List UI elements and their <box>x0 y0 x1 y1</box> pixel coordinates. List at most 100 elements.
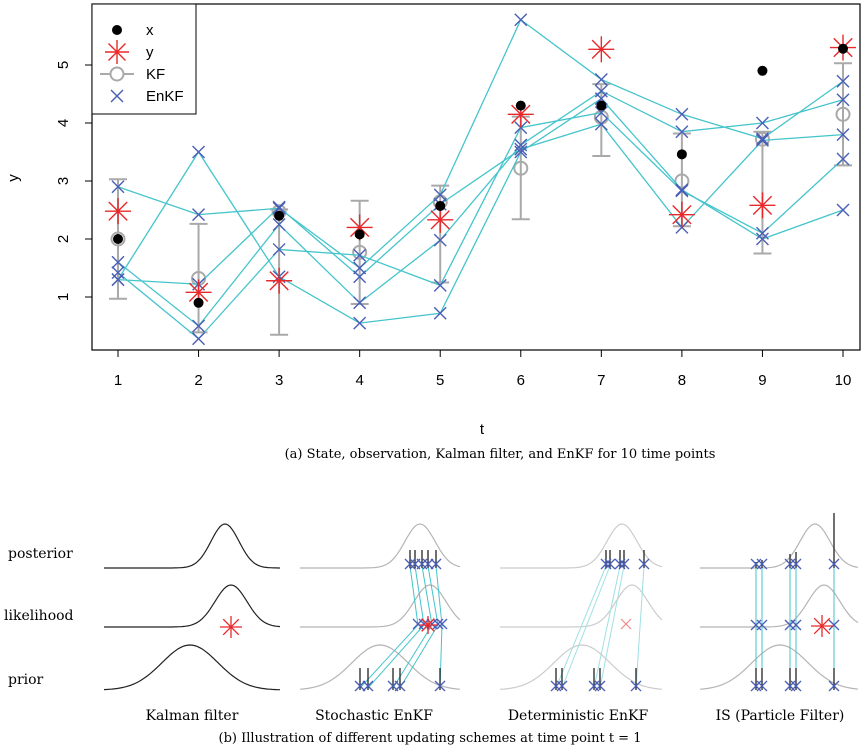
likelihood-particle <box>828 619 840 631</box>
star-stroke <box>752 195 773 216</box>
enkf-point <box>192 319 206 333</box>
legend-marker-kf <box>109 66 125 82</box>
ensemble-link <box>409 565 419 626</box>
star-stroke <box>591 39 612 60</box>
cross-stroke <box>514 142 528 156</box>
enkf-point <box>514 121 528 135</box>
cross-stroke <box>354 680 366 692</box>
y-tick-label: 4 <box>55 119 72 127</box>
enkf-point <box>755 232 769 246</box>
cross-stroke <box>755 116 769 130</box>
enkf-point <box>111 180 125 194</box>
cross-stroke <box>604 558 616 570</box>
panel-label-stochastic-enkf: Stochastic EnKF <box>315 708 433 724</box>
cross-stroke <box>514 121 528 135</box>
legend: xy KF EnKF <box>91 3 197 115</box>
cross-stroke <box>353 316 367 330</box>
kf-point <box>835 106 851 122</box>
cross-stroke <box>433 306 447 320</box>
enkf-point <box>675 183 689 197</box>
star-stroke <box>108 43 126 61</box>
cross-stroke <box>436 618 448 630</box>
enkf-point <box>433 188 447 202</box>
likelihood-density <box>300 584 461 628</box>
cross-stroke <box>514 145 528 159</box>
likelihood-ensemble-point <box>418 618 430 630</box>
prior-density <box>299 644 461 690</box>
enkf-point <box>433 306 447 320</box>
cross-stroke <box>353 296 367 310</box>
star-stroke <box>421 618 435 632</box>
cross-stroke <box>434 680 446 692</box>
likelihood-observation <box>811 615 833 637</box>
posterior-ensemble-point <box>614 558 626 570</box>
star-stroke <box>108 201 128 221</box>
star-stroke <box>188 282 209 303</box>
kf-point <box>352 244 368 260</box>
state-point <box>354 229 365 240</box>
posterior-ensemble-point <box>638 558 650 570</box>
enkf-point <box>836 152 850 166</box>
cross-stroke <box>756 619 768 631</box>
x-tick-label: 8 <box>678 372 686 389</box>
observation-point <box>749 192 776 219</box>
enkf-point <box>675 184 689 198</box>
enkf-point <box>433 278 447 292</box>
enkf-point <box>755 133 769 147</box>
cross-stroke <box>675 125 689 139</box>
observation-point <box>185 279 212 306</box>
cross-stroke <box>594 73 608 86</box>
likelihood-observation <box>620 618 632 630</box>
cross-stroke <box>192 319 206 333</box>
cross-stroke <box>828 558 840 570</box>
ensemble-link <box>635 565 645 689</box>
enkf-point <box>836 128 850 142</box>
likelihood-particle <box>756 619 768 631</box>
enkf-point <box>514 145 528 159</box>
enkf-point <box>353 296 367 310</box>
prior-ensemble-point <box>394 680 406 692</box>
y-tick-label: 1 <box>55 293 72 301</box>
x-tick-label: 4 <box>355 372 363 389</box>
cross-stroke <box>675 184 689 198</box>
panel-b-updating-schemes: posterior likelihood prior Kalman filter… <box>4 513 859 746</box>
star-stroke <box>430 210 450 230</box>
cross-stroke <box>111 273 125 287</box>
cross-stroke <box>828 619 840 631</box>
legend-label: y <box>146 44 154 61</box>
legend-label: KF <box>146 66 165 83</box>
enkf-point <box>514 138 528 152</box>
panel-label-particle-filter: IS (Particle Filter) <box>716 708 845 724</box>
cross-stroke <box>111 255 125 269</box>
enkf-point <box>675 107 689 121</box>
prior-ensemble-point <box>434 680 446 692</box>
posterior-density <box>300 523 461 569</box>
cross-stroke <box>675 183 689 197</box>
likelihood-density <box>500 584 663 628</box>
cross-stroke <box>422 558 434 570</box>
likelihood-particle <box>790 619 802 631</box>
cross-stroke <box>556 680 568 692</box>
cross-stroke <box>362 680 374 692</box>
cross-stroke <box>828 680 840 692</box>
state-point <box>193 297 204 308</box>
enkf-point <box>272 218 286 231</box>
cross-stroke <box>111 180 125 194</box>
ensemble-link <box>561 565 611 689</box>
cross-stroke <box>192 208 206 222</box>
posterior-ensemble-point <box>604 558 616 570</box>
posterior-ensemble-point <box>404 558 416 570</box>
observation-point <box>668 201 695 228</box>
observation-point <box>105 198 131 225</box>
axis-ticks: 1 2 3 4 5 6 7 8 9 10 1 2 3 4 5 <box>55 61 851 389</box>
cross-stroke <box>790 680 802 692</box>
likelihood-observation <box>220 616 242 638</box>
x-tick-label: 5 <box>436 372 444 389</box>
ensemble-link <box>435 565 443 626</box>
x-tick-label: 6 <box>517 372 525 389</box>
prior-ensemble-point <box>556 680 568 692</box>
cross-stroke <box>836 74 850 88</box>
row-label-prior: prior <box>8 672 44 688</box>
state-point <box>757 65 768 76</box>
